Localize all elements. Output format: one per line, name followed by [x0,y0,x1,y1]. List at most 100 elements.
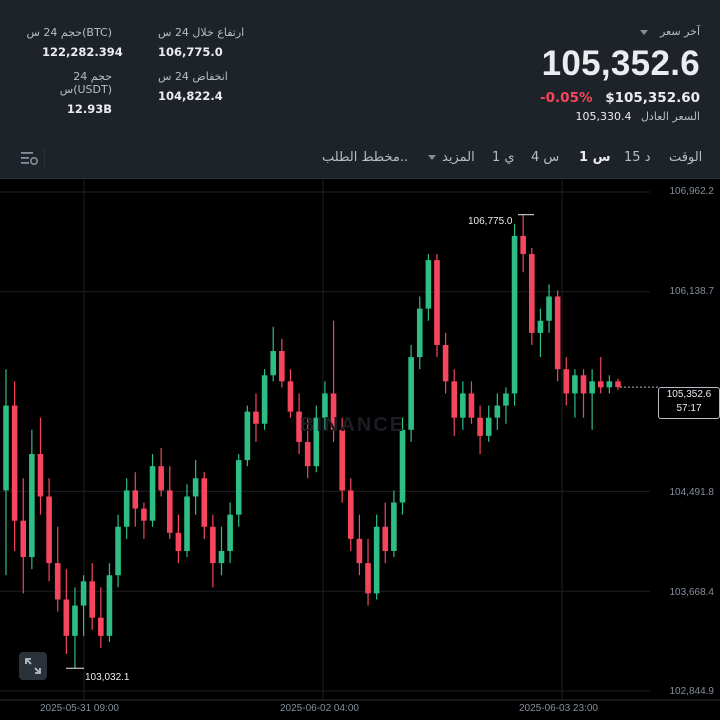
tab-15m[interactable]: 15 د [624,150,651,165]
candle-body [382,526,389,552]
tab-1h[interactable]: 1 س [579,150,611,165]
tab-time[interactable]: الوقت [669,150,703,165]
tab-more[interactable]: المزيد [428,150,475,165]
candle-body [460,393,466,418]
chart-settings-icon[interactable] [20,150,40,166]
candle-body [158,466,164,491]
divider [44,148,45,168]
candle-body [606,381,613,388]
chart-canvas[interactable] [0,179,720,720]
tab-depth-chart[interactable]: مخطط الطلب.. [322,150,409,165]
candle-body [227,514,233,552]
y-tick-label: 103,668.4 [669,587,715,598]
stat-24h-volume-usdt: حجم 24 س(USDT) 12.93B [22,70,112,116]
candle-body [373,526,380,594]
candle-body [149,466,156,521]
tab-1d[interactable]: 1 ي [492,150,515,165]
stat-label: ارتفاع خلال 24 س [158,26,245,39]
candle-body [210,526,216,564]
candle-body [279,351,285,382]
candle-body [192,478,199,497]
candle-body [235,460,242,515]
stat-24h-volume-btc: حجم 24 س(BTC) 122,282.394 [26,26,123,59]
candle-body [416,308,423,358]
candle-body [89,581,95,618]
candle-body [184,496,190,552]
price-change-row: -0.05% $105,352.60 [540,90,700,106]
candle-body [322,393,328,418]
candle-body [123,490,130,527]
fair-price-label: السعر العادل [640,110,700,123]
candle-body [572,375,578,394]
candle-body [546,296,552,321]
usd-price: $105,352.60 [605,90,700,106]
candle-body [3,405,9,491]
y-tick-label: 102,844.9 [669,686,715,697]
candle-body [46,496,52,564]
candle-body [477,417,483,436]
candle-body [11,405,18,521]
stat-value: 122,282.394 [42,45,123,59]
last-price: 105,352.6 [541,44,700,83]
stat-label: حجم 24 س(BTC) [26,26,112,39]
low-marker-label: 103,032.1 [85,672,130,683]
candle-body [597,381,604,388]
candle-body [313,417,320,467]
fullscreen-button[interactable] [19,652,47,680]
candle-body [434,260,440,345]
candle-body [330,393,337,430]
candle-body [20,520,27,558]
stat-value: 12.93B [66,102,112,116]
timeframe-tabs: الوقت 15 د 1 س 4 س 1 ي المزيد مخطط الطلب… [0,138,720,179]
x-tick-label: 2025-06-02 04:00 [280,703,359,714]
candle-body [347,490,354,539]
fair-price-value: 105,330.4 [575,110,632,123]
binance-watermark: BINANCE [300,414,406,436]
chevron-down-icon [640,29,649,35]
candle-body [54,563,61,600]
candle-body [218,551,225,564]
expand-icon [25,658,41,674]
candle-body [529,254,535,333]
candle-body [201,478,208,527]
candle-body [72,605,78,636]
candle-body [399,429,406,503]
chevron-down-icon [428,155,436,160]
candle-body [270,351,277,376]
candle-body [511,235,518,394]
candle-body [80,581,87,606]
candle-body [115,526,121,576]
candle-body [296,411,302,442]
candle-body [356,538,363,564]
candle-body [451,381,458,418]
ticker-header: ارتفاع خلال 24 س 106,775.0 حجم 24 س(BTC)… [0,0,720,138]
high-marker-label: 106,775.0 [468,216,513,227]
candle-body [615,381,621,388]
candle-body [365,563,371,594]
candle-body [63,599,70,636]
candle-body [537,320,544,333]
y-tick-label: 106,962.2 [669,186,715,197]
candlestick-chart[interactable] [0,179,720,720]
candle-body [391,502,397,552]
candle-body [442,344,449,382]
y-tick-label: 106,138.7 [669,286,715,297]
tab-more-label: المزيد [442,150,475,165]
candle-body [304,441,311,467]
stat-label: حجم 24 س(USDT) [59,70,112,96]
x-tick-label: 2025-05-31 09:00 [40,703,119,714]
candle-body [503,393,509,406]
tab-4h[interactable]: 4 س [531,150,560,165]
candle-body [106,575,113,636]
stat-24h-low: انخفاض 24 س 104,822.4 [158,70,228,103]
candle-body [29,454,35,558]
x-tick-label: 2025-06-03 23:00 [519,703,598,714]
y-tick-label: 104,491.8 [669,487,715,498]
last-price-label: آخر سعر [659,25,700,38]
candle-body [141,508,147,521]
candle-body [98,617,104,636]
last-price-selector[interactable]: آخر سعر [640,25,700,38]
candle-body [287,381,294,412]
candle-body [468,393,475,418]
stat-value: 104,822.4 [158,89,223,103]
